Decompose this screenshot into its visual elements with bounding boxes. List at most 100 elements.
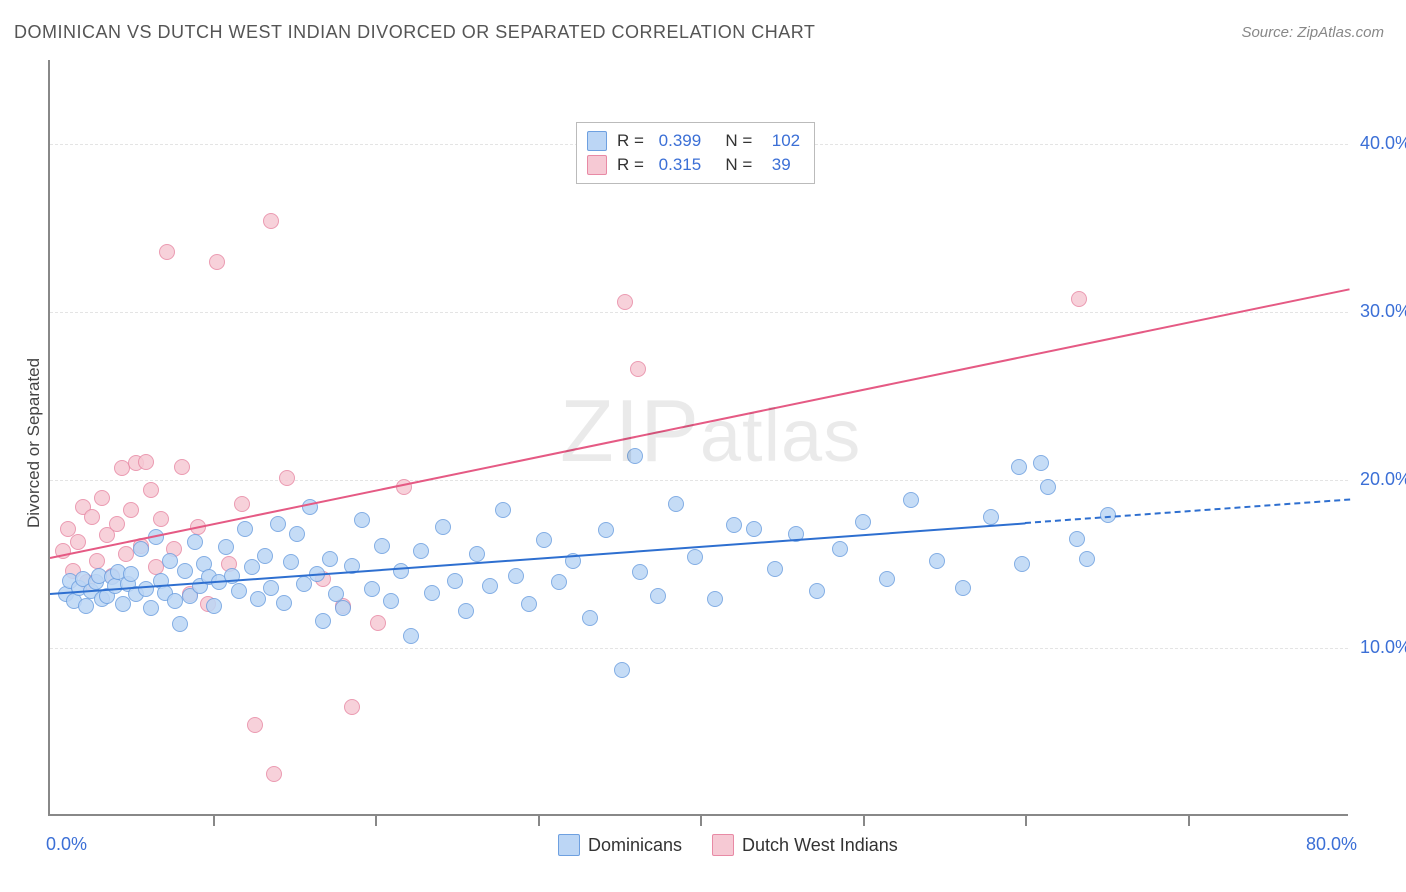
data-point xyxy=(383,593,399,609)
data-point xyxy=(114,460,130,476)
data-point xyxy=(234,496,250,512)
data-point xyxy=(1071,291,1087,307)
data-point xyxy=(289,526,305,542)
x-tick-label: 80.0% xyxy=(1306,834,1357,855)
data-point xyxy=(218,539,234,555)
data-point xyxy=(276,595,292,611)
gridline xyxy=(50,648,1348,649)
data-point xyxy=(521,596,537,612)
data-point xyxy=(174,459,190,475)
data-point xyxy=(209,254,225,270)
data-point xyxy=(403,628,419,644)
data-point xyxy=(89,553,105,569)
data-point xyxy=(809,583,825,599)
source-label: Source: ZipAtlas.com xyxy=(1241,24,1384,41)
data-point xyxy=(123,502,139,518)
data-point xyxy=(632,564,648,580)
trend-line xyxy=(50,288,1350,559)
data-point xyxy=(364,581,380,597)
trend-line xyxy=(1025,498,1350,524)
data-point xyxy=(283,554,299,570)
data-point xyxy=(250,591,266,607)
data-point xyxy=(257,548,273,564)
data-point xyxy=(231,583,247,599)
data-point xyxy=(244,559,260,575)
data-point xyxy=(247,717,263,733)
plot-area: R = 0.399 N = 102R = 0.315 N = 39 xyxy=(48,60,1348,816)
x-tick xyxy=(700,814,702,826)
data-point xyxy=(162,553,178,569)
x-tick xyxy=(538,814,540,826)
data-point xyxy=(855,514,871,530)
x-tick xyxy=(863,814,865,826)
data-point xyxy=(746,521,762,537)
legend-row: R = 0.315 N = 39 xyxy=(587,153,800,177)
data-point xyxy=(435,519,451,535)
data-point xyxy=(582,610,598,626)
data-point xyxy=(393,563,409,579)
data-point xyxy=(424,585,440,601)
legend-item: Dominicans xyxy=(558,834,682,856)
data-point xyxy=(133,541,149,557)
data-point xyxy=(263,213,279,229)
data-point xyxy=(159,244,175,260)
legend-item: Dutch West Indians xyxy=(712,834,898,856)
data-point xyxy=(650,588,666,604)
data-point xyxy=(279,470,295,486)
y-tick-label: 10.0% xyxy=(1360,637,1406,658)
x-tick-label: 0.0% xyxy=(46,834,87,855)
data-point xyxy=(879,571,895,587)
data-point xyxy=(627,448,643,464)
data-point xyxy=(335,600,351,616)
data-point xyxy=(118,546,134,562)
data-point xyxy=(614,662,630,678)
data-point xyxy=(370,615,386,631)
data-point xyxy=(322,551,338,567)
data-point xyxy=(94,490,110,506)
data-point xyxy=(551,574,567,590)
data-point xyxy=(983,509,999,525)
data-point xyxy=(123,566,139,582)
data-point xyxy=(266,766,282,782)
y-tick-label: 20.0% xyxy=(1360,469,1406,490)
gridline xyxy=(50,312,1348,313)
legend-bottom: Dominicans Dutch West Indians xyxy=(558,834,898,856)
data-point xyxy=(374,538,390,554)
data-point xyxy=(153,511,169,527)
y-tick-label: 30.0% xyxy=(1360,301,1406,322)
data-point xyxy=(167,593,183,609)
data-point xyxy=(458,603,474,619)
y-tick-label: 40.0% xyxy=(1360,133,1406,154)
data-point xyxy=(726,517,742,533)
data-point xyxy=(177,563,193,579)
data-point xyxy=(1014,556,1030,572)
data-point xyxy=(263,580,279,596)
data-point xyxy=(767,561,783,577)
x-tick xyxy=(1188,814,1190,826)
data-point xyxy=(495,502,511,518)
y-axis-label: Divorced or Separated xyxy=(24,358,44,528)
data-point xyxy=(903,492,919,508)
chart-title: DOMINICAN VS DUTCH WEST INDIAN DIVORCED … xyxy=(14,22,815,43)
data-point xyxy=(707,591,723,607)
x-tick xyxy=(375,814,377,826)
data-point xyxy=(354,512,370,528)
data-point xyxy=(1033,455,1049,471)
data-point xyxy=(237,521,253,537)
data-point xyxy=(1069,531,1085,547)
data-point xyxy=(1040,479,1056,495)
data-point xyxy=(630,361,646,377)
data-point xyxy=(687,549,703,565)
data-point xyxy=(344,699,360,715)
data-point xyxy=(78,598,94,614)
data-point xyxy=(315,613,331,629)
data-point xyxy=(955,580,971,596)
data-point xyxy=(413,543,429,559)
data-point xyxy=(138,581,154,597)
data-point xyxy=(1011,459,1027,475)
data-point xyxy=(206,598,222,614)
data-point xyxy=(70,534,86,550)
data-point xyxy=(109,516,125,532)
data-point xyxy=(1079,551,1095,567)
legend-row: R = 0.399 N = 102 xyxy=(587,129,800,153)
